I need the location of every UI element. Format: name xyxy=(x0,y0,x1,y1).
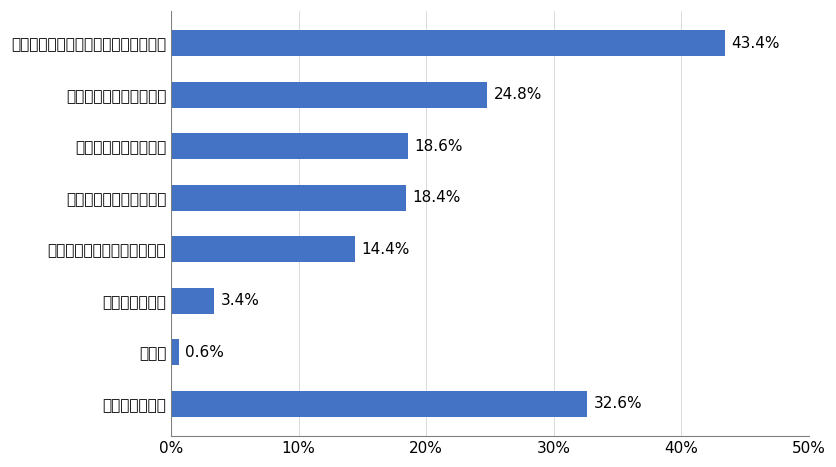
Bar xyxy=(171,134,408,159)
Text: 14.4%: 14.4% xyxy=(361,242,409,257)
Bar xyxy=(171,30,724,56)
Text: 24.8%: 24.8% xyxy=(493,87,542,102)
Bar xyxy=(171,82,487,108)
Bar xyxy=(171,391,586,417)
Text: 32.6%: 32.6% xyxy=(593,396,641,411)
Text: 18.6%: 18.6% xyxy=(415,139,462,154)
Text: 43.4%: 43.4% xyxy=(731,36,778,51)
Text: 3.4%: 3.4% xyxy=(221,293,259,308)
Bar xyxy=(171,288,214,314)
Bar xyxy=(171,340,179,365)
Bar xyxy=(171,236,354,262)
Text: 18.4%: 18.4% xyxy=(411,191,460,205)
Bar xyxy=(171,185,405,211)
Text: 0.6%: 0.6% xyxy=(185,345,224,360)
